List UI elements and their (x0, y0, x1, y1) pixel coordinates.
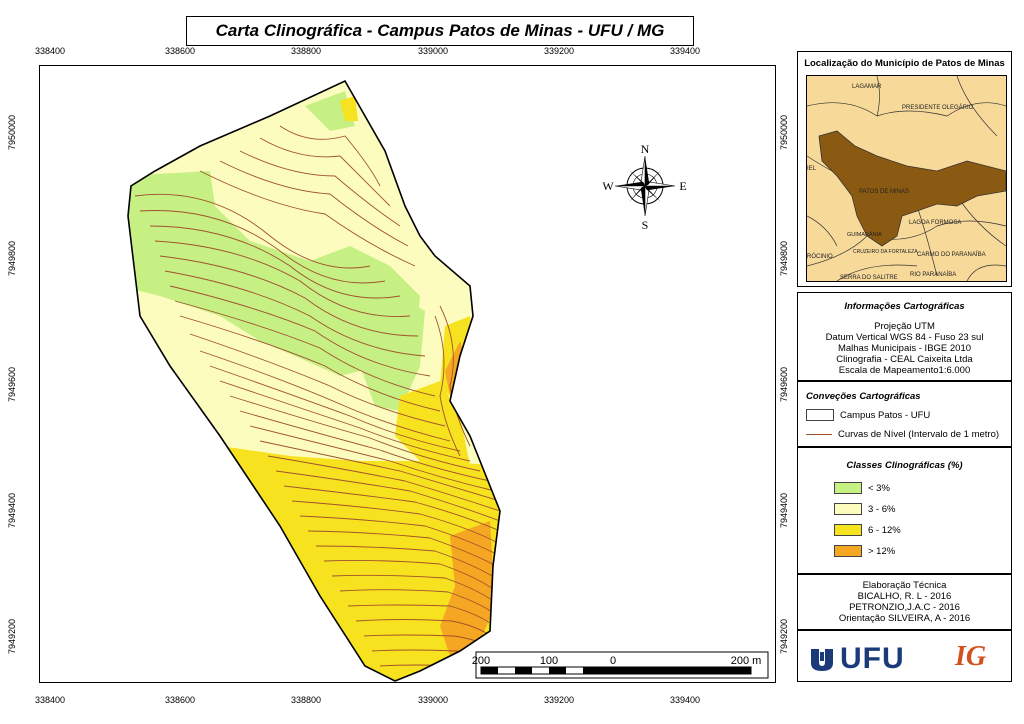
y-tick-left: 7949600 (7, 366, 17, 402)
place-label: IEL (807, 166, 817, 172)
compass-s: S (642, 218, 649, 232)
info-line: Clinografia - CEAL Caixeita Ltda (836, 354, 973, 365)
credit-line: BICALHO, R. L - 2016 (857, 591, 952, 602)
y-tick-left: 7949400 (7, 492, 17, 528)
x-tick-top: 338800 (291, 46, 322, 56)
compass-n: N (641, 142, 650, 156)
scale-label: 200 (472, 655, 490, 667)
patos-de-minas-area (818, 130, 1006, 247)
classes-title: Classes Clinográficas (%) (846, 460, 963, 471)
scale-bar: 200 100 0 200 m (472, 651, 769, 679)
place-label: RÓCINIO (807, 253, 833, 260)
x-tick-bottom: 338800 (291, 695, 322, 705)
x-tick-bottom: 338600 (165, 695, 196, 705)
class-swatch (834, 503, 862, 515)
legend-label: 6 - 12% (868, 524, 901, 536)
legend-contours: Curvas de Nível (Intervalo de 1 metro) (806, 429, 999, 440)
y-tick-right: 7950000 (779, 114, 789, 150)
ufu-emblem-icon (811, 649, 833, 671)
class-swatch (834, 545, 862, 557)
legend-label: 3 - 6% (868, 503, 896, 515)
legend-label: Curvas de Nível (Intervalo de 1 metro) (838, 429, 1000, 440)
info-panel: Informações Cartográficas Projeção UTM D… (797, 292, 1012, 381)
legend-class: < 3% (834, 482, 890, 494)
x-tick-bottom: 339400 (670, 695, 701, 705)
scale-label: 100 (540, 655, 558, 667)
legend-campus: Campus Patos - UFU (806, 409, 930, 421)
scale-label: 0 (610, 655, 616, 667)
place-label: CARMO DO PARANAÍBA (917, 251, 986, 258)
legend-label: > 12% (868, 545, 896, 557)
place-label: PRESIDENTE OLEGÁRIO (902, 104, 974, 111)
info-line: Escala de Mapeamento1:6.000 (838, 365, 971, 376)
location-panel: Localização do Município de Patos de Min… (797, 51, 1012, 287)
y-tick-left: 7949800 (7, 240, 17, 276)
compass-rose-icon: N S E W (602, 142, 686, 232)
map-frame: N S E W 200 100 0 200 m (39, 65, 776, 683)
ig-text: IG (955, 641, 987, 672)
compass-e: E (679, 179, 686, 193)
x-tick-top: 338600 (165, 46, 196, 56)
ufu-text: UFU (840, 642, 905, 675)
campus-boundary (127, 79, 501, 682)
x-tick-top: 339000 (418, 46, 449, 56)
y-tick-right: 7949200 (779, 618, 789, 654)
conventions-panel: Conveções Cartográficas Campus Patos - U… (797, 381, 1012, 447)
location-panel-title: Localização do Município de Patos de Min… (804, 58, 1005, 69)
y-tick-right: 7949800 (779, 240, 789, 276)
x-tick-top: 339200 (544, 46, 575, 56)
credit-line: PETRONZIO,J.A.C - 2016 (849, 602, 960, 613)
place-label: CRUZEIRO DA FORTALEZA (853, 249, 918, 255)
info-line: Datum Vertical WGS 84 - Fuso 23 sul (825, 332, 984, 343)
location-map: LAGAMAR PRESIDENTE OLEGÁRIO PATOS DE MIN… (806, 75, 1007, 282)
slope-map: N S E W 200 100 0 200 m (127, 79, 769, 682)
classes-panel: Classes Clinográficas (%) < 3% 3 - 6% 6 … (797, 447, 1012, 574)
class-swatch (834, 482, 862, 494)
info-line: Projeção UTM (874, 321, 935, 332)
x-tick-top: 339400 (670, 46, 701, 56)
info-line: Malhas Municipais - IBGE 2010 (837, 343, 972, 354)
place-label: LAGAMAR (852, 84, 882, 90)
info-panel-title: Informações Cartográficas (844, 301, 965, 312)
credit-line: Elaboração Técnica (862, 580, 947, 591)
legend-class: 3 - 6% (834, 503, 895, 515)
compass-w: W (602, 179, 614, 193)
legend-class: > 12% (834, 545, 895, 557)
campus-swatch (806, 409, 834, 421)
place-label: SERRA DO SALITRE (840, 275, 898, 281)
contour-line-swatch (806, 434, 832, 435)
y-tick-right: 7949600 (779, 366, 789, 402)
legend-label: < 3% (868, 482, 890, 494)
place-label: GUIMARÂNIA (847, 231, 882, 238)
place-label: PATOS DE MINAS (859, 189, 909, 195)
scale-label: 200 m (731, 655, 762, 667)
ufu-logo: UFU (808, 642, 905, 676)
x-tick-top: 338400 (35, 46, 66, 56)
place-label: RIO PARANAÍBA (910, 271, 956, 278)
legend-class: 6 - 12% (834, 524, 901, 536)
x-tick-bottom: 339200 (544, 695, 575, 705)
logos-panel: UFU IG (797, 630, 1012, 682)
y-tick-left: 7949200 (7, 618, 17, 654)
conventions-title: Conveções Cartográficas (806, 391, 921, 402)
x-tick-bottom: 338400 (35, 695, 66, 705)
credit-line: Orientação SILVEIRA, A - 2016 (838, 613, 971, 624)
legend-label: Campus Patos - UFU (840, 409, 931, 421)
place-label: LAGOA FORMOSA (909, 220, 961, 226)
y-tick-right: 7949400 (779, 492, 789, 528)
x-tick-bottom: 339000 (418, 695, 449, 705)
y-tick-left: 7950000 (7, 114, 17, 150)
class-swatch (834, 524, 862, 536)
ig-logo: IG (955, 641, 986, 673)
map-title: Carta Clinográfica - Campus Patos de Min… (186, 16, 694, 46)
credits-panel: Elaboração Técnica BICALHO, R. L - 2016 … (797, 574, 1012, 630)
